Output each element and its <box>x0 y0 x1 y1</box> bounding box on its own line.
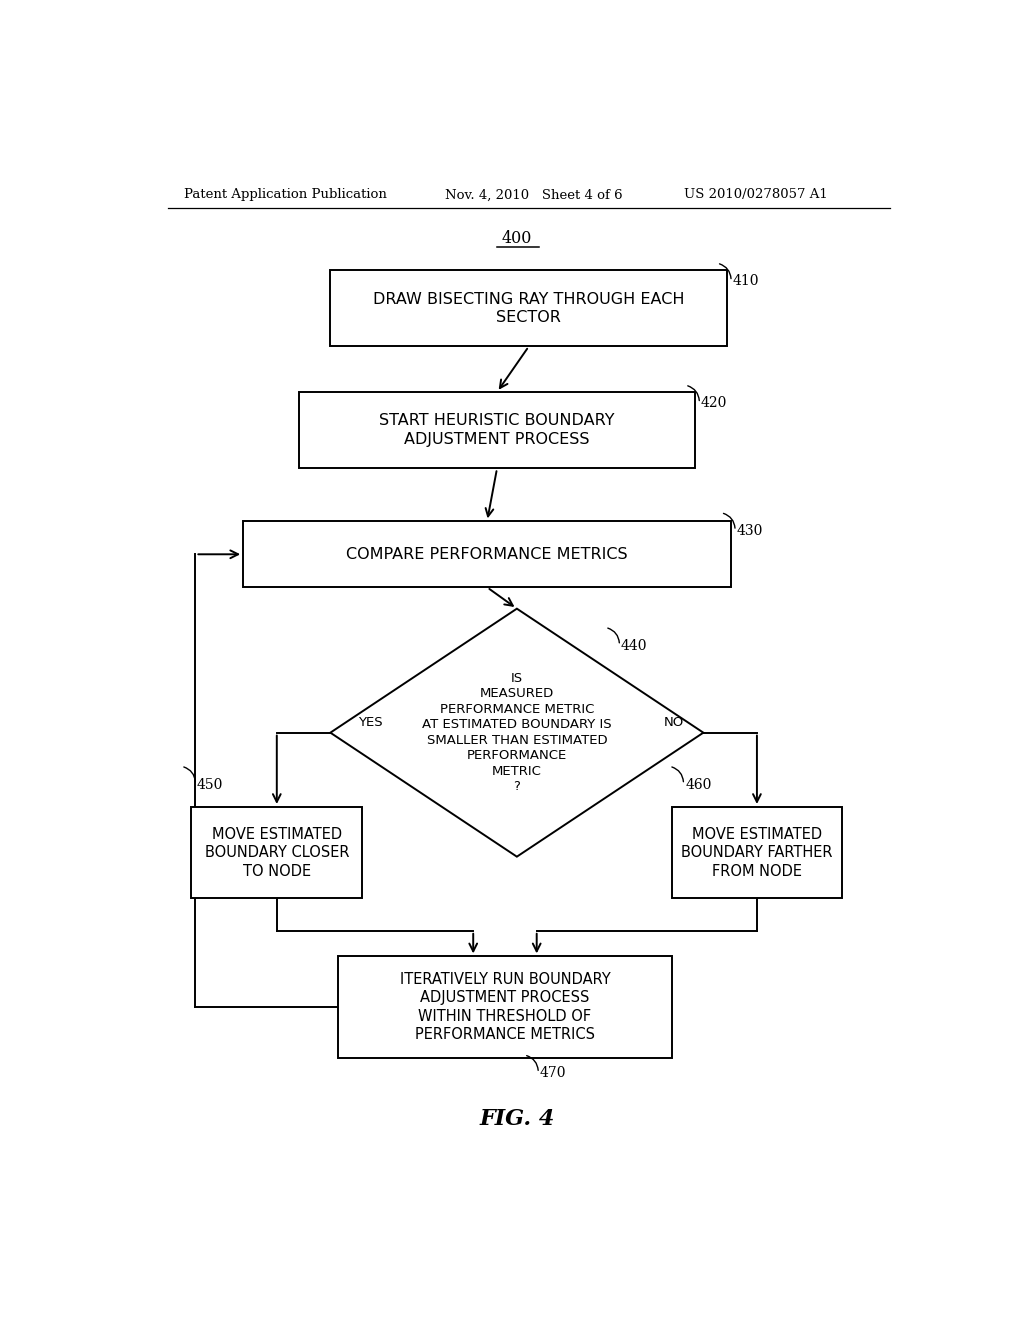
Text: DRAW BISECTING RAY THROUGH EACH
SECTOR: DRAW BISECTING RAY THROUGH EACH SECTOR <box>373 292 684 325</box>
Polygon shape <box>331 609 703 857</box>
Text: 450: 450 <box>197 777 223 792</box>
Text: 410: 410 <box>733 275 759 288</box>
Text: 430: 430 <box>736 524 763 539</box>
Text: IS
MEASURED
PERFORMANCE METRIC
AT ESTIMATED BOUNDARY IS
SMALLER THAN ESTIMATED
P: IS MEASURED PERFORMANCE METRIC AT ESTIMA… <box>422 672 611 793</box>
Text: NO: NO <box>664 715 684 729</box>
Text: ITERATIVELY RUN BOUNDARY
ADJUSTMENT PROCESS
WITHIN THRESHOLD OF
PERFORMANCE METR: ITERATIVELY RUN BOUNDARY ADJUSTMENT PROC… <box>399 972 610 1043</box>
Text: 440: 440 <box>621 639 647 652</box>
Bar <box>331 271 727 346</box>
Text: US 2010/0278057 A1: US 2010/0278057 A1 <box>684 189 827 202</box>
Text: START HEURISTIC BOUNDARY
ADJUSTMENT PROCESS: START HEURISTIC BOUNDARY ADJUSTMENT PROC… <box>379 413 614 447</box>
Text: 420: 420 <box>701 396 727 411</box>
Text: Patent Application Publication: Patent Application Publication <box>183 189 386 202</box>
Text: 400: 400 <box>502 230 532 247</box>
Text: YES: YES <box>358 715 383 729</box>
Text: COMPARE PERFORMANCE METRICS: COMPARE PERFORMANCE METRICS <box>346 546 628 562</box>
Bar <box>338 956 672 1057</box>
Text: Nov. 4, 2010   Sheet 4 of 6: Nov. 4, 2010 Sheet 4 of 6 <box>445 189 623 202</box>
Text: FIG. 4: FIG. 4 <box>479 1107 555 1130</box>
Text: 460: 460 <box>685 777 712 792</box>
Text: MOVE ESTIMATED
BOUNDARY FARTHER
FROM NODE: MOVE ESTIMATED BOUNDARY FARTHER FROM NOD… <box>681 826 833 879</box>
Bar <box>191 807 362 899</box>
Bar <box>243 521 731 587</box>
Bar <box>299 392 695 469</box>
Text: MOVE ESTIMATED
BOUNDARY CLOSER
TO NODE: MOVE ESTIMATED BOUNDARY CLOSER TO NODE <box>205 826 349 879</box>
Bar <box>672 807 842 899</box>
Text: 470: 470 <box>540 1067 566 1080</box>
